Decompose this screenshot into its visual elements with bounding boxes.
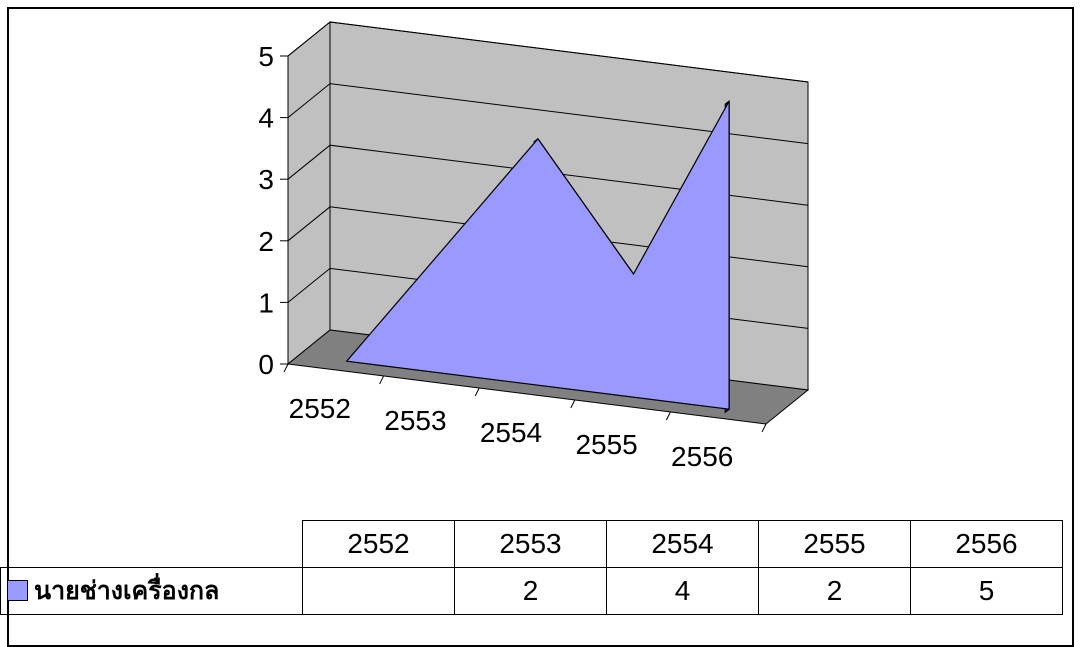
series-area bbox=[345, 99, 730, 414]
gridline bbox=[287, 144, 809, 206]
x-tick bbox=[665, 411, 671, 421]
data-table-value-cell bbox=[302, 567, 455, 615]
x-tick-label: 2555 bbox=[575, 429, 637, 460]
x-tick-label: 2556 bbox=[671, 441, 733, 472]
y-tick-label: 4 bbox=[258, 103, 274, 134]
data-table-header-cell: 2553 bbox=[454, 520, 607, 568]
gridline bbox=[287, 21, 809, 83]
data-table-value-cell: 5 bbox=[910, 567, 1063, 615]
data-table: 2552 2553 2554 2555 2556 นายช่างเครื่องก… bbox=[0, 520, 1063, 615]
x-tick-label: 2554 bbox=[480, 417, 542, 448]
x-tick-label: 2553 bbox=[384, 405, 446, 436]
x-tick bbox=[761, 423, 767, 433]
y-tick-label: 3 bbox=[258, 164, 274, 195]
chart: 0 1 2 3 4 5 2552 2553 2554 2555 2556 bbox=[258, 20, 810, 472]
data-table-value-cell: 4 bbox=[606, 567, 759, 615]
data-table-header-cell: 2555 bbox=[758, 520, 911, 568]
y-tick-label: 5 bbox=[258, 41, 274, 72]
data-table-value-cell: 2 bbox=[758, 567, 911, 615]
data-table-series-row: นายช่างเครื่องกล 2 4 2 5 bbox=[0, 567, 1063, 615]
legend-entry: นายช่างเครื่องกล bbox=[0, 567, 303, 615]
data-table-header-cell: 2552 bbox=[302, 520, 455, 568]
series-front-face bbox=[345, 100, 730, 410]
x-tick bbox=[283, 363, 289, 373]
legend-key bbox=[7, 579, 28, 601]
y-axis: 0 1 2 3 4 5 bbox=[258, 41, 289, 380]
x-tick bbox=[379, 375, 385, 385]
y-tick-label: 0 bbox=[258, 349, 274, 380]
data-table-header-row: 2552 2553 2554 2555 2556 bbox=[1, 520, 1063, 568]
x-tick-label: 2552 bbox=[289, 393, 351, 424]
series-name: นายช่างเครื่องกล bbox=[34, 576, 220, 605]
x-tick bbox=[570, 399, 576, 409]
x-axis: 2552 2553 2554 2555 2556 bbox=[283, 363, 767, 472]
y-tick-label: 2 bbox=[258, 226, 274, 257]
gridline bbox=[287, 83, 809, 145]
y-tick-label: 1 bbox=[258, 287, 274, 318]
data-table-header-cell: 2554 bbox=[606, 520, 759, 568]
data-table-value-cell: 2 bbox=[454, 567, 607, 615]
data-table-corner bbox=[1, 521, 303, 568]
data-table-header-cell: 2556 bbox=[910, 520, 1063, 568]
x-tick bbox=[474, 387, 480, 397]
